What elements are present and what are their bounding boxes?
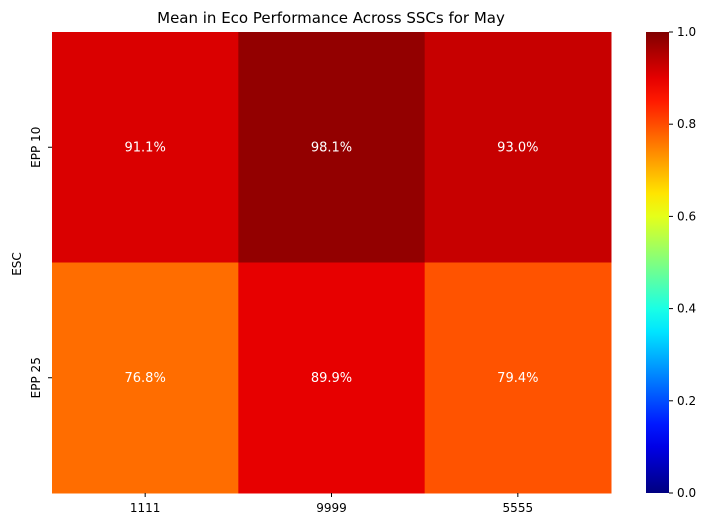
y-tick-label: EPP 25 [29,357,43,398]
heatmap-cell [238,262,426,494]
y-axis-ticks: EPP 10 EPP 25 [29,127,52,398]
cell-value-label: 89.9% [311,371,352,386]
colorbar-tick-label: 0.2 [677,394,696,408]
heatmap-cell [52,32,239,263]
cell-labels: 91.1% 98.1% 93.0% 76.8% 89.9% 79.4% [125,140,539,386]
chart-title: Mean in Eco Performance Across SSCs for … [157,9,505,27]
y-axis-label: ESC [10,252,24,276]
heatmap-cell [424,32,612,263]
heatmap-cell [238,32,426,263]
cell-value-label: 79.4% [497,371,538,386]
colorbar-tick-label: 1.0 [677,25,696,39]
y-tick-label: EPP 10 [29,127,43,168]
x-tick-label: 1111 [130,501,161,515]
heatmap-cell [52,262,239,494]
colorbar-tick-label: 0.0 [677,486,696,500]
cell-value-label: 93.0% [497,140,538,155]
colorbar-tick-label: 0.4 [677,302,696,316]
colorbar-tick-label: 0.6 [677,209,696,223]
colorbar-tick-label: 0.8 [677,117,696,131]
heatmap-cells [52,32,612,494]
x-tick-label: 5555 [503,501,534,515]
cell-value-label: 98.1% [311,140,352,155]
x-axis-ticks: 1111 9999 5555 [130,493,533,515]
cell-value-label: 76.8% [125,371,166,386]
x-tick-label: 9999 [316,501,347,515]
colorbar [646,32,669,493]
colorbar-ticks: 0.0 0.2 0.4 0.6 0.8 1.0 [669,25,696,500]
heatmap-cell [424,262,612,494]
cell-value-label: 91.1% [125,140,166,155]
